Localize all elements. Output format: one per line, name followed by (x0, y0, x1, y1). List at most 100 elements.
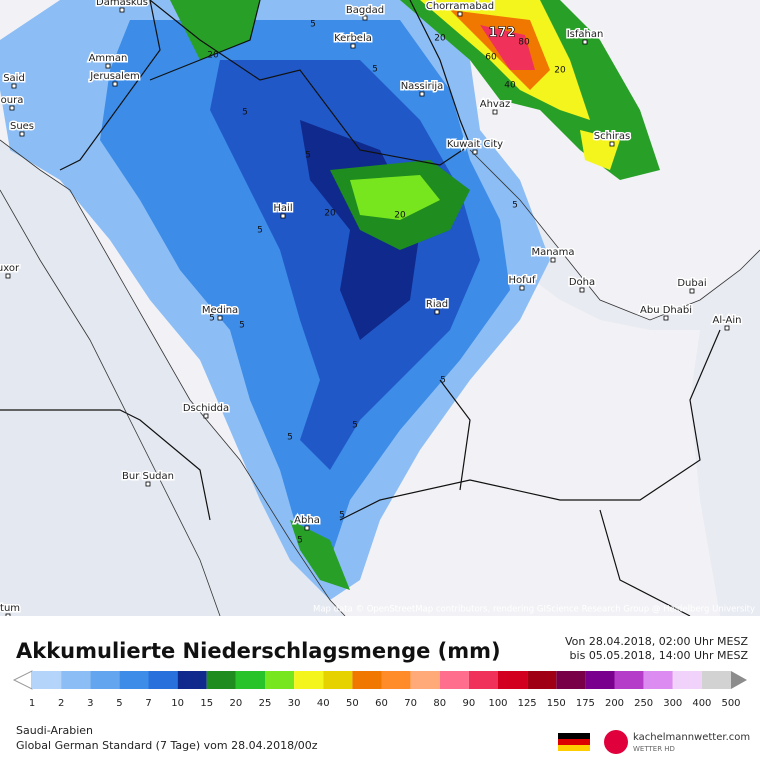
city-label: Al-Ain (713, 315, 742, 326)
scale-label: 30 (288, 698, 301, 709)
scale-label: 150 (547, 698, 566, 709)
scale-swatch (439, 671, 469, 689)
city-label: Medina (202, 305, 238, 316)
city-label: Schiras (594, 131, 630, 142)
contour-label: 5 (242, 108, 248, 118)
city-label: Chorramabad (426, 1, 494, 12)
brand-sub: WETTER HD (633, 745, 675, 753)
flag-stripe (558, 739, 590, 745)
precip-schiras (580, 130, 620, 170)
scale-label: 20 (230, 698, 243, 709)
contour-label: 20 (324, 209, 336, 219)
contour-label: 60 (485, 53, 497, 63)
scale-label: 175 (576, 698, 595, 709)
contour-label: 40 (504, 81, 516, 91)
scale-swatch (235, 671, 265, 689)
coastlines (0, 139, 760, 617)
city-label: Abha (294, 515, 320, 526)
city-label: Manama (531, 247, 574, 258)
city-label: Sues (10, 121, 34, 132)
city-label: Nassirija (401, 81, 444, 92)
city-label: oura (1, 95, 24, 106)
city-label: Ahvaz (480, 99, 510, 110)
scale-swatch (468, 671, 498, 689)
scale-label: 10 (171, 698, 184, 709)
scale-swatch (410, 671, 440, 689)
precip-green-south (290, 520, 350, 590)
city-marker (582, 39, 588, 45)
contour-label: 5 (209, 314, 215, 324)
scale-label: 7 (145, 698, 151, 709)
scale-label: 5 (116, 698, 122, 709)
city-label: Said (3, 73, 25, 84)
color-scale: 1 2 3 5 7 10 15 20 25 30 40 50 60 70 80 90 100 125 150 175 2… (12, 670, 747, 709)
city-marker (457, 11, 463, 17)
city-label: Jerusalem (89, 71, 140, 82)
flag (558, 733, 590, 751)
scale-swatch (119, 671, 149, 689)
scale-label: 500 (721, 698, 740, 709)
precip-lightgreen (350, 175, 440, 220)
city-label: Bur Sudan (122, 471, 174, 482)
scale-label: 300 (663, 698, 682, 709)
brand[interactable]: kachelmannwetter.com (633, 732, 750, 743)
city-marker (519, 285, 525, 291)
city-label: Dschidda (183, 403, 229, 414)
city-label: Kerbela (334, 33, 372, 44)
border (0, 409, 211, 521)
scale-swatch (32, 671, 62, 689)
city-label: Abu Dhabi (640, 305, 692, 316)
coast (0, 189, 221, 617)
city-marker (105, 63, 111, 69)
scale-swatch (527, 671, 557, 689)
city-marker (112, 81, 118, 87)
border (59, 0, 161, 171)
contour-label: 20 (207, 51, 219, 61)
border (409, 0, 471, 146)
model-run: Global German Standard (7 Tage) vom 28.0… (16, 739, 318, 752)
scale-label: 3 (87, 698, 93, 709)
scale-swatch (643, 671, 673, 689)
scale-swatch (556, 671, 586, 689)
scale-label: 50 (346, 698, 359, 709)
map-labels: Damaskus Bagdad Chorramabad Isfahan Kerbela A… (0, 0, 743, 619)
scale-swatch (701, 671, 731, 689)
city-label: Bagdad (346, 5, 384, 16)
scale-swatch (323, 671, 353, 689)
city-marker (609, 141, 615, 147)
scale-swatch (381, 671, 411, 689)
scale-swatch (585, 671, 615, 689)
flag-stripe (558, 745, 590, 751)
contour-label: 5 (440, 376, 446, 386)
scale-swatch (148, 671, 178, 689)
scale-swatch (265, 671, 295, 689)
borders (0, 0, 721, 617)
scale-swatch (294, 671, 324, 689)
scale-swatch (61, 671, 91, 689)
city-label: uxor (0, 263, 20, 274)
border (149, 0, 261, 81)
legend-title: Akkumulierte Niederschlagsmenge (mm) (16, 639, 501, 663)
city-marker (362, 15, 368, 21)
city-label: Hail (273, 203, 292, 214)
city-marker (663, 315, 669, 321)
city-label: Dubai (677, 278, 706, 289)
city-label: Amman (89, 53, 128, 64)
coast (0, 139, 346, 617)
scale-swatch (498, 671, 528, 689)
city-marker (11, 83, 17, 89)
peak-label: 172 (488, 26, 515, 41)
city-marker (304, 525, 310, 531)
city-label: Doha (569, 277, 595, 288)
map (0, 0, 760, 617)
city-marker (19, 131, 25, 137)
contour-label: 5 (239, 321, 245, 331)
city-marker (550, 257, 556, 263)
scale-label: 250 (634, 698, 653, 709)
contour-label: 20 (554, 66, 566, 76)
period-to: bis 05.05.2018, 14:00 Uhr MESZ (570, 649, 749, 662)
city-marker (145, 481, 151, 487)
city-marker (434, 309, 440, 315)
city-marker (350, 43, 356, 49)
city-label: Kuwait City (447, 139, 503, 150)
